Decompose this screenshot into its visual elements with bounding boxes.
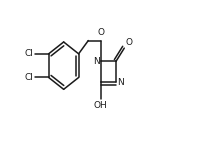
Text: O: O [97, 28, 104, 37]
Text: N: N [93, 57, 100, 66]
Text: O: O [126, 38, 133, 47]
Text: Cl: Cl [25, 73, 34, 82]
Text: Cl: Cl [25, 49, 34, 58]
Text: OH: OH [94, 101, 108, 110]
Text: N: N [117, 78, 123, 87]
